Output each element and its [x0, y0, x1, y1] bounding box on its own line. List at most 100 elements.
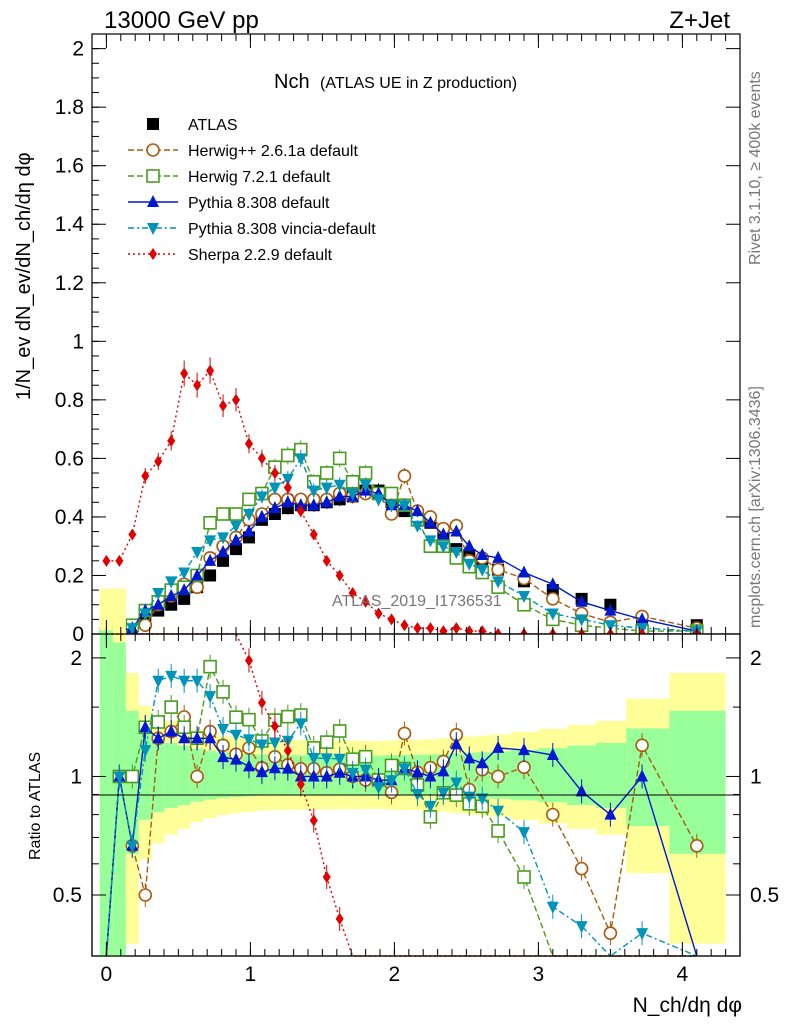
ratio-band-stat — [99, 630, 113, 956]
ratio-point — [125, 769, 140, 784]
data-point — [335, 569, 344, 582]
data-point — [294, 453, 307, 466]
data-point — [230, 533, 242, 546]
data-point — [345, 475, 360, 489]
data-point — [180, 367, 189, 380]
ratio-point — [319, 735, 334, 749]
y-tick-label: 1.6 — [55, 155, 84, 178]
ratio-point — [603, 926, 618, 940]
y-tick-label: 0.2 — [55, 564, 84, 587]
legend-label: Herwig 7.2.1 default — [188, 169, 331, 186]
ratio-point — [398, 763, 411, 776]
data-point — [204, 553, 217, 566]
ratio-point — [307, 753, 320, 766]
ratio-point — [178, 731, 191, 744]
data-point — [476, 547, 489, 560]
data-point — [411, 504, 424, 517]
data-point — [372, 494, 385, 507]
data-point — [178, 592, 191, 605]
data-point — [244, 437, 253, 450]
ratio-point — [138, 888, 153, 902]
data-point — [333, 479, 346, 492]
ratio-y-axis: 0.5 0.5 1 1 2 2 — [53, 647, 779, 907]
ratio-band-stat — [669, 710, 726, 854]
ratio-point — [411, 765, 424, 778]
data-point — [387, 613, 396, 626]
data-point — [219, 399, 228, 412]
data-point — [437, 541, 450, 554]
data-point — [203, 515, 217, 530]
ratio-band-stat — [596, 743, 627, 808]
legend-label: ATLAS — [188, 117, 238, 134]
data-point — [437, 527, 450, 540]
ratio-point — [518, 827, 530, 840]
ratio-point — [152, 675, 165, 688]
ratio-point — [335, 912, 344, 925]
y-tick-label: 1.2 — [55, 272, 84, 295]
data-point — [333, 489, 346, 502]
data-point — [154, 455, 163, 468]
ratio-point — [309, 814, 318, 827]
ratio-point — [636, 928, 649, 941]
ratio-tick-label-right: 2 — [750, 647, 762, 670]
legend-label: Pythia 8.308 vincia-default — [188, 221, 376, 238]
y-axis-label-top: 1/N_ev dN_ev/dN_ch/dη dφ — [13, 152, 35, 400]
data-point — [348, 587, 357, 600]
data-point — [115, 554, 124, 567]
data-point — [126, 623, 139, 636]
ratio-point — [604, 807, 617, 820]
ratio-point — [268, 737, 281, 750]
data-point — [232, 393, 240, 406]
ratio-tick-label: 0.5 — [53, 884, 82, 907]
ratio-point — [139, 745, 152, 758]
ratio-point — [242, 712, 256, 727]
x-tick-label: 3 — [533, 963, 545, 986]
data-point — [204, 569, 217, 582]
data-point — [413, 622, 422, 635]
data-point — [281, 473, 294, 486]
ratio-point — [372, 782, 385, 795]
ratio-tick-label-right: 1 — [750, 765, 762, 788]
x-tick-label: 2 — [389, 963, 401, 986]
ratio-point — [270, 720, 279, 733]
x-tick-label: 0 — [101, 963, 113, 986]
data-point — [268, 501, 281, 514]
ratio-point — [178, 675, 191, 688]
data-point — [400, 619, 409, 632]
legend-label: Herwig++ 2.6.1a default — [188, 143, 358, 160]
ratio-band-stat — [511, 749, 539, 801]
data-point — [424, 515, 437, 528]
ratio-point — [517, 760, 531, 775]
data-point — [450, 524, 463, 537]
ratio-point — [191, 675, 204, 688]
ratio-point — [294, 718, 307, 731]
data-point — [242, 524, 255, 537]
ratio-point — [244, 654, 253, 667]
ratio-point — [307, 769, 320, 782]
x-tick-label: 4 — [677, 963, 689, 986]
data-point — [385, 500, 398, 513]
data-point — [332, 451, 347, 466]
ratio-point — [545, 807, 560, 822]
ratio-point — [151, 715, 166, 729]
chart-title-main: Nch — [274, 71, 310, 93]
ratio-point — [437, 764, 450, 777]
data-point — [281, 495, 294, 508]
data-point — [546, 608, 559, 621]
ratio-point — [575, 921, 588, 934]
data-point — [361, 595, 370, 608]
data-point — [397, 469, 412, 483]
ratio-tick-label-right: 0.5 — [750, 884, 779, 907]
data-point — [216, 507, 230, 521]
ratio-point — [242, 759, 255, 772]
ratio-point — [333, 765, 346, 778]
legend: ATLAS Herwig++ 2.6.1a default Herwig 7.2.1… — [128, 117, 376, 264]
ratio-point — [257, 696, 266, 709]
ratio-point — [281, 709, 295, 724]
ratio-point — [113, 771, 126, 784]
data-point — [424, 535, 437, 548]
ratio-point — [126, 840, 139, 853]
rivet-label: Rivet 3.1.10, ≥ 400k events — [747, 71, 764, 265]
data-point — [518, 590, 530, 603]
x-tick-label: 1 — [245, 963, 257, 986]
